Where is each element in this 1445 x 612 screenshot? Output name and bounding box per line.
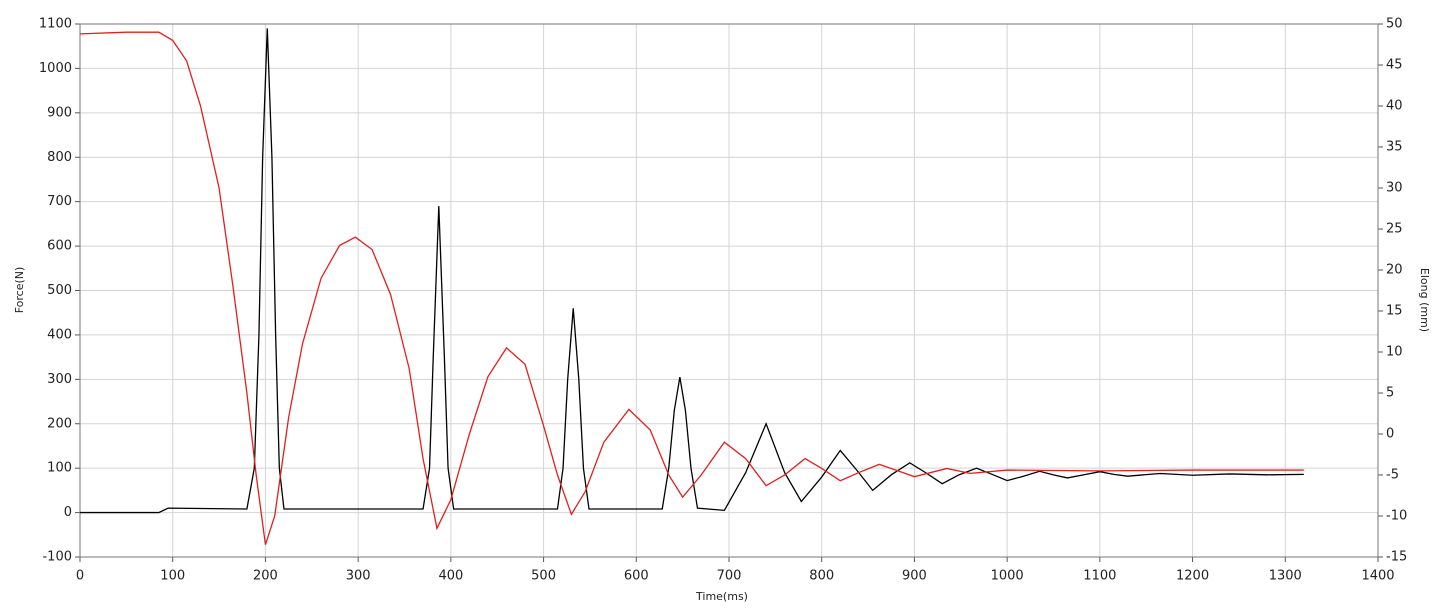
y2-tick-label: 5 [1386,386,1394,401]
y-tick-label: 1100 [39,17,72,32]
y-tick-label: 0 [64,505,72,520]
x-tick-label: 700 [717,569,742,584]
x-tick-label: 1100 [1083,569,1116,584]
y2-tick-label: 30 [1386,181,1403,196]
y-tick-label: 800 [47,150,72,165]
x-tick-label: 200 [253,569,278,584]
x-tick-label: 1200 [1176,569,1209,584]
y-tick-label: 700 [47,194,72,209]
data-line [80,28,1304,514]
x-tick-label: 400 [438,569,463,584]
y-tick-label: 400 [47,327,72,342]
x-tick-label: 300 [346,569,371,584]
x-axis-label: Time(ms) [695,590,748,603]
y2-axis-label: Elong (mm) [1418,268,1431,332]
x-tick-label: 0 [76,569,84,584]
y2-tick-label: 40 [1386,99,1403,114]
x-tick-label: 1400 [1361,569,1394,584]
x-tick-label: 1300 [1269,569,1302,584]
x-tick-label: 600 [624,569,649,584]
x-tick-label: 100 [160,569,185,584]
y2-tick-label: 20 [1386,263,1403,278]
y2-tick-label: -15 [1386,550,1407,565]
x-tick-label: 800 [809,569,834,584]
y2-tick-label: -5 [1386,468,1399,483]
y2-tick-label: 35 [1386,140,1403,155]
y2-tick-label: 15 [1386,304,1403,319]
y-tick-label: 900 [47,105,72,120]
y-tick-label: -100 [42,550,72,565]
y2-tick-label: 50 [1386,17,1403,32]
plot-frame [79,23,1379,558]
x-tick-label: 900 [902,569,927,584]
y-tick-label: 500 [47,283,72,298]
y-tick-label: 1000 [39,61,72,76]
y2-tick-label: 0 [1386,427,1394,442]
y2-tick-label: 10 [1386,345,1403,360]
y-tick-label: 300 [47,372,72,387]
y2-tick-label: 45 [1386,58,1403,73]
y-tick-label: 600 [47,239,72,254]
y-tick-label: 100 [47,461,72,476]
y-tick-label: 200 [47,416,72,431]
y2-tick-label: -10 [1386,509,1407,524]
y2-tick-label: 25 [1386,222,1403,237]
x-tick-label: 500 [531,569,556,584]
y-axis-label: Force(N) [13,267,26,314]
x-tick-label: 1000 [991,569,1024,584]
data-line [79,31,1304,545]
